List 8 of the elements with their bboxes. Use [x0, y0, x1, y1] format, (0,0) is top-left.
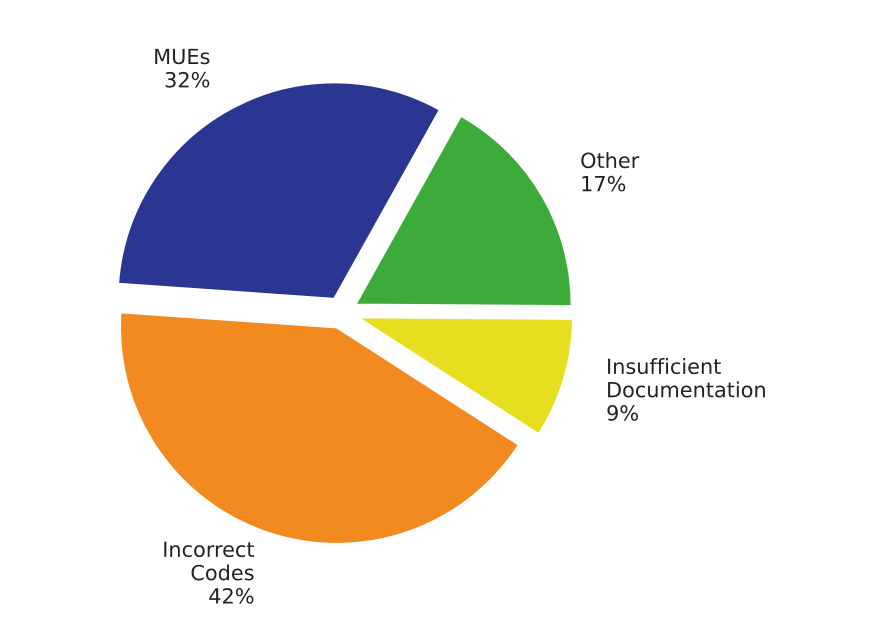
- slice-label: Other: [581, 152, 640, 168]
- data-label: 42%: [209, 588, 254, 604]
- data-label: 32%: [166, 72, 210, 88]
- slice-label: MUEs: [155, 48, 210, 64]
- data-label: 9%: [607, 405, 638, 421]
- slice-label: Incorrect Codes: [164, 542, 254, 580]
- data-label: 17%: [582, 176, 626, 192]
- slice-label: Insufficient Documentation: [608, 358, 765, 398]
